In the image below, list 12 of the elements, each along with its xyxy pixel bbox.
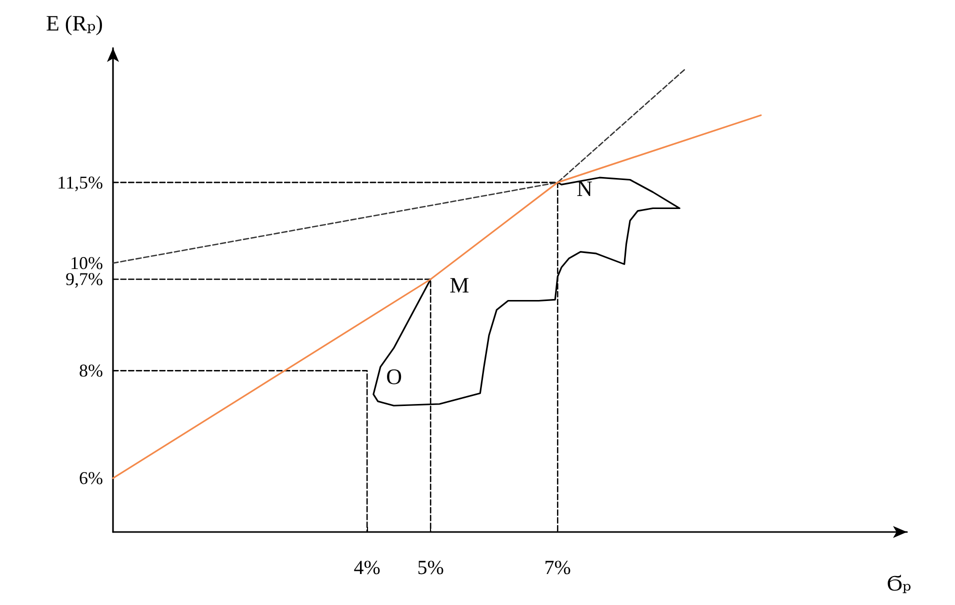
x-tick-label: 7% [544,557,571,579]
y-tick-label: 11,5% [57,172,104,192]
y-axis-title: E (Rₚ) [46,10,103,36]
line-series [112,114,762,480]
x-tick-label: 4% [354,557,380,579]
x-axis-title: Ϭₚ [887,570,912,596]
y-tick-label: 8% [79,360,103,381]
annotation: O [386,364,402,390]
x-tick-label: 5% [417,557,444,579]
y-tick-label: 6% [79,468,103,488]
annotation: M [450,272,470,298]
annotation: N [576,176,593,201]
